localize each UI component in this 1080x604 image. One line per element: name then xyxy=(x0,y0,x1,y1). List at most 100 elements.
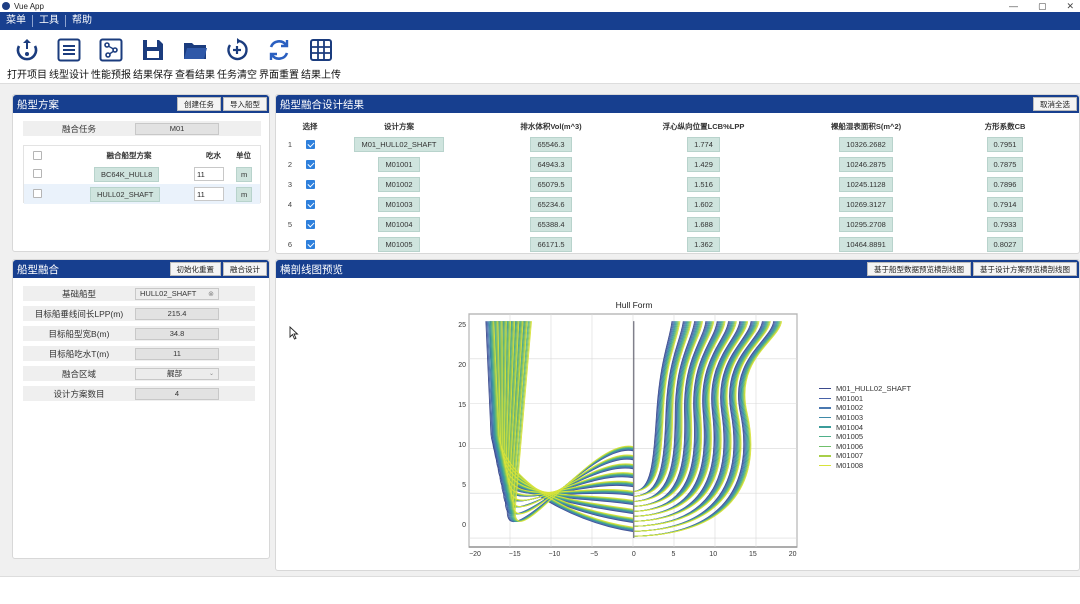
section-curve xyxy=(634,321,730,517)
window-title: Vue App xyxy=(14,1,44,11)
performance-forecast-icon xyxy=(99,38,123,62)
legend-entry: M01005 xyxy=(819,432,979,442)
select-all-checkbox[interactable] xyxy=(33,151,42,160)
row-checkbox[interactable] xyxy=(33,169,42,178)
clear-task-button[interactable]: 任务清空 xyxy=(216,30,258,83)
hull-name-tag: HULL02_SHAFT xyxy=(90,187,161,202)
hull-plan-table: 融合船型方案 吃水 单位 BC64K_HULL8 11 m HULL02_SHA… xyxy=(23,145,261,204)
legend-entry: M01_HULL02_SHAFT xyxy=(819,384,979,394)
fusion-task-field[interactable]: M01 xyxy=(135,122,219,135)
row-checkbox[interactable] xyxy=(305,239,315,249)
section-preview-panel: 横剖线图预览 基于船型数据预览横剖线图 基于设计方案预览横剖线图 Hull Fo… xyxy=(275,259,1080,571)
row-checkbox[interactable] xyxy=(305,199,315,209)
table-row: 4 M01003 65234.6 1.602 10269.3127 0.7914 xyxy=(276,194,1080,214)
menu-item-tools[interactable]: 工具 xyxy=(33,15,66,27)
section-curve xyxy=(634,321,781,537)
init-reset-button[interactable]: 初始化重置 xyxy=(169,262,221,276)
save-icon xyxy=(143,40,163,60)
target-beam-field[interactable]: 34.8 xyxy=(135,327,219,340)
fusion-results-panel: 船型融合设计结果 取消全选 选择 设计方案 排水体积Vol(m^3) 浮心纵向位… xyxy=(275,94,1080,254)
lines-design-button[interactable]: 线型设计 xyxy=(48,30,90,83)
maximize-button[interactable]: ▢ xyxy=(1037,0,1047,11)
section-curve xyxy=(634,321,780,537)
performance-forecast-button[interactable]: 性能预报 xyxy=(90,30,132,83)
hull-form-chart: Hull Form −20 −15 −10 −5 0 5 10 15 20 0 … xyxy=(458,300,798,558)
row-checkbox[interactable] xyxy=(305,179,315,189)
base-hull-select[interactable]: HULL02_SHAFT ⊗ xyxy=(135,287,219,300)
table-row: 2 M01001 64943.3 1.429 10246.2875 0.7875 xyxy=(276,154,1080,174)
design-count-field[interactable]: 4 xyxy=(135,387,219,400)
section-curve xyxy=(514,321,634,522)
hull-plan-title: 船型方案 xyxy=(17,98,59,111)
table-row: HULL02_SHAFT 11 m xyxy=(24,184,260,204)
x-tick-label: 20 xyxy=(789,551,797,558)
legend-label: M01007 xyxy=(836,451,864,461)
preview-by-hull-data-button[interactable]: 基于船型数据预览横剖线图 xyxy=(867,262,971,276)
x-tick-label: −5 xyxy=(590,551,598,558)
unit-tag: m xyxy=(236,167,253,182)
draft-input[interactable]: 11 xyxy=(194,187,224,201)
target-draft-field[interactable]: 11 xyxy=(135,347,219,360)
draft-input[interactable]: 11 xyxy=(194,167,224,181)
create-task-button[interactable]: 创建任务 xyxy=(177,97,221,111)
mouse-cursor-icon xyxy=(289,326,299,340)
hull-name-tag: BC64K_HULL8 xyxy=(94,167,160,182)
section-curve xyxy=(634,321,749,522)
section-curve xyxy=(507,321,634,496)
section-preview-title: 横剖线图预览 xyxy=(280,263,343,276)
section-curve xyxy=(634,321,783,537)
legend-label: M01_HULL02_SHAFT xyxy=(836,384,912,394)
fusion-region-select[interactable]: 艉部 ⌄ xyxy=(135,367,219,380)
y-tick-label: 10 xyxy=(458,442,466,449)
section-curve xyxy=(634,321,777,537)
row-checkbox[interactable] xyxy=(305,139,315,149)
section-curve xyxy=(634,321,703,502)
fusion-design-button[interactable]: 融合设计 xyxy=(223,262,267,276)
upload-icon xyxy=(310,39,332,61)
row-checkbox[interactable] xyxy=(305,159,315,169)
chevron-down-icon: ⌄ xyxy=(208,371,214,377)
legend-swatch xyxy=(819,445,831,448)
open-project-button[interactable]: 打开项目 xyxy=(6,30,48,83)
table-header: 融合船型方案 吃水 单位 xyxy=(24,146,260,164)
menu-item-menu[interactable]: 菜单 xyxy=(0,15,33,27)
legend-entry: M01006 xyxy=(819,442,979,452)
section-curve xyxy=(634,321,729,517)
y-tick-label: 15 xyxy=(458,402,466,409)
reset-ui-button[interactable]: 界面重置 xyxy=(258,30,300,83)
x-tick-label: −20 xyxy=(469,551,481,558)
legend-entry: M01008 xyxy=(819,461,979,471)
table-row: 5 M01004 65388.4 1.688 10295.2708 0.7933 xyxy=(276,214,1080,234)
save-result-button[interactable]: 结果保存 xyxy=(132,30,174,83)
view-result-button[interactable]: 查看结果 xyxy=(174,30,216,83)
minimize-button[interactable]: — xyxy=(1008,1,1018,11)
legend-label: M01006 xyxy=(836,441,864,451)
import-hull-button[interactable]: 导入船型 xyxy=(223,97,267,111)
upload-result-button[interactable]: 结果上传 xyxy=(300,30,342,83)
legend-entry: M01001 xyxy=(819,394,979,404)
table-row: BC64K_HULL8 11 m xyxy=(24,164,260,184)
base-hull-row: 基础船型 HULL02_SHAFT ⊗ xyxy=(23,286,255,301)
y-tick-label: 5 xyxy=(462,482,466,489)
clear-icon[interactable]: ⊗ xyxy=(208,290,214,298)
menu-item-help[interactable]: 帮助 xyxy=(72,15,92,26)
target-lpp-field[interactable]: 215.4 xyxy=(135,307,219,320)
folder-icon xyxy=(184,43,207,59)
section-curve xyxy=(501,321,634,510)
preview-by-design-button[interactable]: 基于设计方案预览横剖线图 xyxy=(973,262,1077,276)
section-curve xyxy=(634,321,782,537)
section-curve xyxy=(634,321,779,537)
close-button[interactable]: ✕ xyxy=(1066,0,1074,11)
design-count-row: 设计方案数目 4 xyxy=(23,386,255,401)
x-tick-label: 10 xyxy=(709,551,717,558)
cancel-select-all-button[interactable]: 取消全选 xyxy=(1033,97,1077,111)
open-project-icon xyxy=(16,39,38,61)
target-draft-row: 目标船吃水T(m) 11 xyxy=(23,346,255,361)
fusion-region-row: 融合区域 艉部 ⌄ xyxy=(23,366,255,381)
legend-label: M01004 xyxy=(836,422,864,432)
hull-section-curves xyxy=(485,321,783,539)
row-checkbox[interactable] xyxy=(305,219,315,229)
row-checkbox[interactable] xyxy=(33,189,42,198)
chart-legend: M01_HULL02_SHAFT M01001 M01002 M01003 M01004… xyxy=(819,384,979,470)
section-curve xyxy=(634,321,737,517)
